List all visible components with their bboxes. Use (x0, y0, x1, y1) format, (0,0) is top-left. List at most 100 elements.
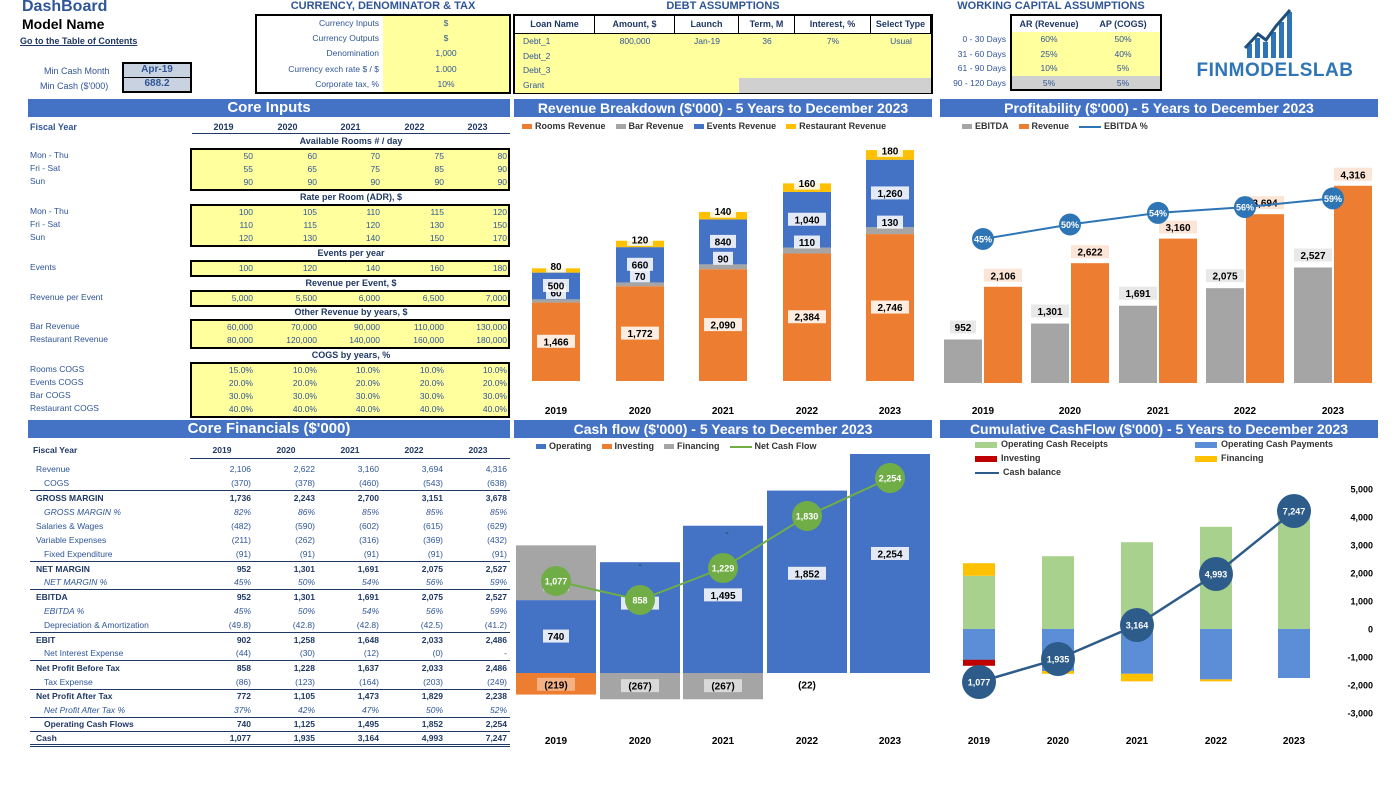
input-cell[interactable]: 130,000 (476, 322, 507, 332)
input-cell[interactable]: 40.0% (419, 404, 444, 414)
input-cell[interactable]: 110,000 (413, 322, 444, 332)
debt-cell[interactable]: Debt_2 (523, 50, 551, 61)
debt-cell[interactable] (871, 49, 931, 64)
debt-cell[interactable] (795, 63, 871, 78)
debt-cell[interactable] (795, 78, 871, 93)
input-cell[interactable]: 180,000 (476, 335, 507, 345)
input-cell[interactable]: 20.0% (419, 378, 444, 388)
input-cell[interactable]: 6,000 (358, 293, 380, 303)
input-cell[interactable]: 140 (365, 263, 380, 273)
input-cell[interactable]: 110 (366, 207, 380, 217)
input-cell[interactable]: 85 (434, 164, 444, 174)
input-cell[interactable]: 90 (370, 177, 380, 187)
input-cell[interactable]: 40.0% (355, 404, 380, 414)
input-cell[interactable]: 5,500 (295, 293, 317, 303)
debt-cell[interactable]: Debt_3 (523, 65, 551, 76)
wc-cell[interactable]: 10% (1010, 61, 1086, 77)
input-cell[interactable]: 90 (434, 177, 444, 187)
input-cell[interactable]: 90,000 (354, 322, 380, 332)
debt-cell[interactable] (675, 49, 739, 64)
input-cell[interactable]: 150 (492, 220, 507, 230)
debt-cell[interactable]: 7% (826, 36, 840, 46)
input-cell[interactable]: 20.0% (482, 378, 507, 388)
input-cell[interactable]: 160,000 (413, 335, 444, 345)
input-cell[interactable]: 70,000 (291, 322, 317, 332)
debt-cell[interactable] (595, 78, 675, 93)
wc-cell[interactable]: 60% (1010, 32, 1086, 47)
input-cell[interactable]: 75 (434, 151, 444, 161)
input-cell[interactable]: 5,000 (231, 293, 253, 303)
wc-cell[interactable]: 5% (1010, 76, 1086, 91)
input-cell[interactable]: 120 (365, 220, 380, 230)
input-cell[interactable]: 40.0% (482, 404, 507, 414)
input-cell[interactable]: 100 (238, 263, 253, 273)
input-cell[interactable]: 160 (429, 263, 444, 273)
input-cell[interactable]: 30.0% (482, 391, 507, 401)
debt-cell[interactable] (675, 78, 739, 93)
input-cell[interactable]: 110 (239, 220, 253, 230)
debt-cell[interactable] (871, 78, 931, 93)
debt-cell[interactable] (739, 78, 795, 93)
debt-cell[interactable] (675, 63, 739, 78)
input-cell[interactable]: 180 (492, 263, 507, 273)
debt-cell[interactable] (739, 63, 795, 78)
input-cell[interactable]: 30.0% (228, 391, 253, 401)
input-cell[interactable]: 120,000 (286, 335, 317, 345)
input-cell[interactable]: 30.0% (355, 391, 380, 401)
input-cell[interactable]: 120 (238, 233, 253, 243)
wc-cell[interactable]: 50% (1086, 32, 1162, 47)
debt-cell[interactable] (795, 49, 871, 64)
debt-cell[interactable]: 800,000 (619, 36, 651, 46)
debt-cell[interactable]: Grant (523, 80, 545, 91)
input-cell[interactable]: 120 (492, 207, 507, 217)
input-cell[interactable]: 105 (302, 207, 317, 217)
input-cell[interactable]: 60 (307, 151, 317, 161)
input-cell[interactable]: 90 (497, 177, 507, 187)
input-cell[interactable]: 170 (492, 233, 507, 243)
input-cell[interactable]: 140,000 (349, 335, 380, 345)
input-cell[interactable]: 140 (365, 233, 380, 243)
input-cell[interactable]: 40.0% (228, 404, 253, 414)
input-cell[interactable]: 6,500 (422, 293, 444, 303)
input-cell[interactable]: 55 (243, 164, 253, 174)
input-cell[interactable]: 115 (303, 220, 317, 230)
input-cell[interactable]: 10.0% (355, 365, 380, 375)
wc-cell[interactable]: 40% (1086, 46, 1162, 62)
input-cell[interactable]: 80 (497, 151, 507, 161)
input-cell[interactable]: 90 (243, 177, 253, 187)
input-cell[interactable]: 130 (302, 233, 317, 243)
input-cell[interactable]: 40.0% (292, 404, 317, 414)
input-cell[interactable]: 10.0% (482, 365, 507, 375)
input-cell[interactable]: 90 (307, 177, 317, 187)
input-cell[interactable]: 30.0% (292, 391, 317, 401)
input-cell[interactable]: 60,000 (227, 322, 253, 332)
input-cell[interactable]: 120 (302, 263, 317, 273)
wc-cell[interactable]: 25% (1010, 46, 1086, 62)
input-cell[interactable]: 10.0% (419, 365, 444, 375)
input-cell[interactable]: 75 (370, 164, 380, 174)
input-cell[interactable]: 70 (370, 151, 380, 161)
debt-cell[interactable] (871, 63, 931, 78)
input-cell[interactable]: 150 (429, 233, 444, 243)
debt-cell[interactable] (739, 49, 795, 64)
wc-cell[interactable]: 5% (1086, 61, 1162, 77)
input-cell[interactable]: 10.0% (292, 365, 317, 375)
input-cell[interactable]: 80,000 (227, 335, 253, 345)
debt-cell[interactable]: Jan-19 (694, 36, 720, 46)
input-cell[interactable]: 65 (307, 164, 317, 174)
input-cell[interactable]: 7,000 (485, 293, 507, 303)
debt-cell[interactable]: Usual (890, 36, 912, 46)
input-cell[interactable]: 20.0% (355, 378, 380, 388)
input-cell[interactable]: 20.0% (292, 378, 317, 388)
input-cell[interactable]: 100 (238, 207, 253, 217)
debt-cell[interactable] (595, 63, 675, 78)
debt-cell[interactable]: 36 (762, 36, 772, 46)
wc-cell[interactable]: 5% (1086, 76, 1162, 91)
input-cell[interactable]: 20.0% (228, 378, 253, 388)
toc-link[interactable]: Go to the Table of Contents (20, 36, 138, 46)
input-cell[interactable]: 115 (430, 207, 444, 217)
debt-cell[interactable]: Debt_1 (523, 36, 551, 46)
input-cell[interactable]: 90 (497, 164, 507, 174)
input-cell[interactable]: 130 (429, 220, 444, 230)
debt-cell[interactable] (595, 49, 675, 64)
